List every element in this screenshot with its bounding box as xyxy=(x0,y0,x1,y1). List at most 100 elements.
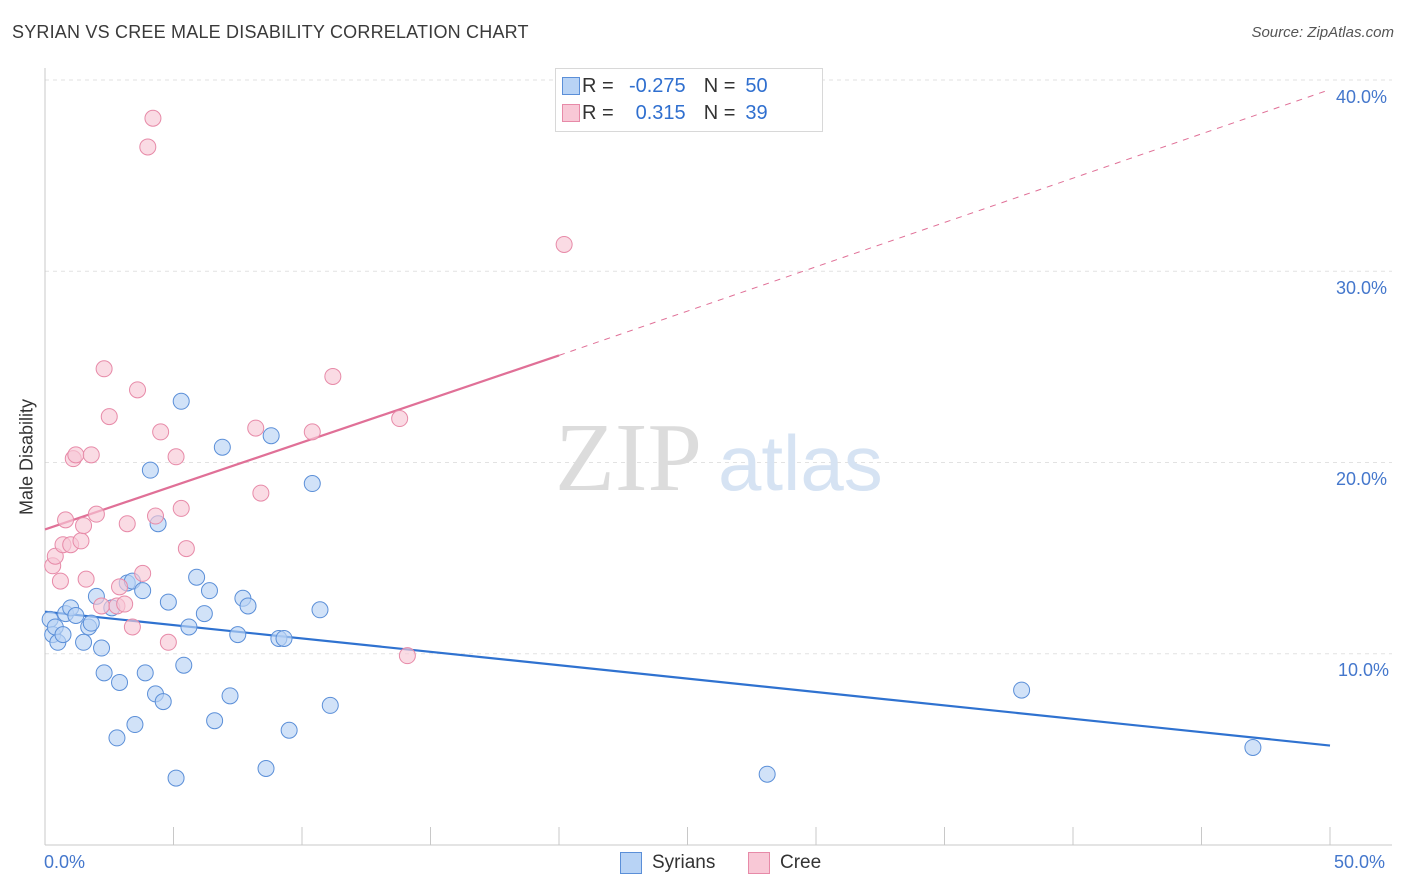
syrians-point xyxy=(154,693,172,711)
trendlines xyxy=(44,89,1331,747)
syrians-legend-swatch xyxy=(620,852,642,874)
syrians-point xyxy=(180,618,198,636)
cree-legend-label: Cree xyxy=(780,852,822,873)
syrians-point xyxy=(188,568,206,586)
syrians-point xyxy=(108,729,126,747)
watermark: ZIP atlas xyxy=(555,404,883,512)
n-value-syrians: 50 xyxy=(745,74,768,97)
y-tick-20: 20.0% xyxy=(1336,469,1388,489)
syrians-point xyxy=(54,626,72,644)
x-tick-min: 0.0% xyxy=(44,852,86,872)
cree-point xyxy=(391,410,409,428)
syrians-point xyxy=(175,656,193,674)
syrians-point xyxy=(93,639,111,657)
syrians-point xyxy=(167,769,185,787)
cree-point xyxy=(95,360,113,378)
cree-trendline-dashed xyxy=(558,89,1331,356)
cree-point xyxy=(93,597,111,615)
cree-point xyxy=(139,138,157,156)
cree-point xyxy=(118,515,136,533)
cree-point xyxy=(129,381,147,399)
syrians-point xyxy=(75,633,93,651)
syrians-point xyxy=(275,629,293,647)
n-label: N = xyxy=(703,74,736,97)
syrians-point xyxy=(239,597,257,615)
cree-swatch xyxy=(562,104,580,122)
cree-point xyxy=(167,448,185,466)
cree-point xyxy=(77,570,95,588)
y-axis-label: Male Disability xyxy=(16,398,37,516)
syrians-point xyxy=(229,626,247,644)
cree-point xyxy=(147,507,165,525)
cree-point xyxy=(324,367,342,385)
cree-legend-swatch xyxy=(748,852,770,874)
syrians-point xyxy=(82,614,100,632)
syrians-point xyxy=(172,392,190,410)
syrians-trendline-solid xyxy=(44,610,1331,747)
y-tick-40: 40.0% xyxy=(1336,87,1388,107)
syrians-point xyxy=(134,582,152,600)
cree-point xyxy=(123,618,141,636)
cree-point xyxy=(252,484,270,502)
syrians-point xyxy=(206,712,224,730)
y-tick-10: 10.0% xyxy=(1338,660,1390,680)
syrians-point xyxy=(141,461,159,479)
cree-point xyxy=(100,408,118,426)
r-value-syrians: -0.275 xyxy=(628,74,686,97)
r-label: R = xyxy=(582,74,614,97)
legend-row-cree: R = 0.315 N = 39 xyxy=(562,100,768,126)
cree-point xyxy=(144,109,162,127)
cree-point xyxy=(134,564,152,582)
syrians-point xyxy=(1244,738,1262,756)
syrians-point xyxy=(303,475,321,493)
cree-point xyxy=(398,647,416,665)
syrians-point xyxy=(311,601,329,619)
watermark-atlas: atlas xyxy=(718,419,883,507)
syrians-point xyxy=(159,593,177,611)
cree-point xyxy=(51,572,69,590)
cree-point xyxy=(152,423,170,441)
cree-point xyxy=(247,419,265,437)
syrians-point xyxy=(67,607,85,624)
syrians-point xyxy=(213,438,231,456)
syrians-point xyxy=(136,664,154,682)
syrians-point xyxy=(221,687,239,705)
chart-title: SYRIAN VS CREE MALE DISABILITY CORRELATI… xyxy=(12,22,529,42)
cree-point xyxy=(111,578,129,596)
cree-point xyxy=(57,511,75,529)
correlation-legend: R = -0.275 N = 50 R = 0.315 N = 39 xyxy=(555,68,823,132)
y-tick-30: 30.0% xyxy=(1336,278,1388,298)
cree-point xyxy=(72,532,90,550)
syrians-point xyxy=(1013,681,1031,699)
r-value-cree: 0.315 xyxy=(635,101,686,124)
syrians-point xyxy=(126,716,144,734)
axes xyxy=(44,68,1392,846)
cree-point xyxy=(303,423,321,441)
syrians-legend-label: Syrians xyxy=(652,852,716,873)
cree-point xyxy=(555,235,573,253)
cree-trendline-solid xyxy=(44,354,560,531)
n-value-cree: 39 xyxy=(745,101,768,124)
legend-item-syrians: Syrians xyxy=(620,852,715,874)
watermark-zip: ZIP xyxy=(555,404,702,512)
syrians-swatch xyxy=(562,77,580,95)
syrians-point xyxy=(111,673,129,691)
cree-point xyxy=(159,633,177,651)
cree-point xyxy=(116,595,134,613)
legend-row-syrians: R = -0.275 N = 50 xyxy=(562,73,768,99)
cree-point xyxy=(87,505,105,523)
syrians-point xyxy=(200,582,218,600)
r-label: R = xyxy=(582,101,614,124)
syrians-point xyxy=(262,427,280,445)
grid-lines xyxy=(45,79,1392,655)
data-points xyxy=(41,109,1262,787)
cree-point xyxy=(82,446,100,464)
cree-point xyxy=(172,499,190,517)
syrians-point xyxy=(95,664,113,682)
legend-item-cree: Cree xyxy=(748,852,821,874)
cree-point xyxy=(67,446,85,464)
syrians-point xyxy=(195,605,213,623)
cree-point xyxy=(177,540,195,558)
n-label: N = xyxy=(703,101,736,124)
